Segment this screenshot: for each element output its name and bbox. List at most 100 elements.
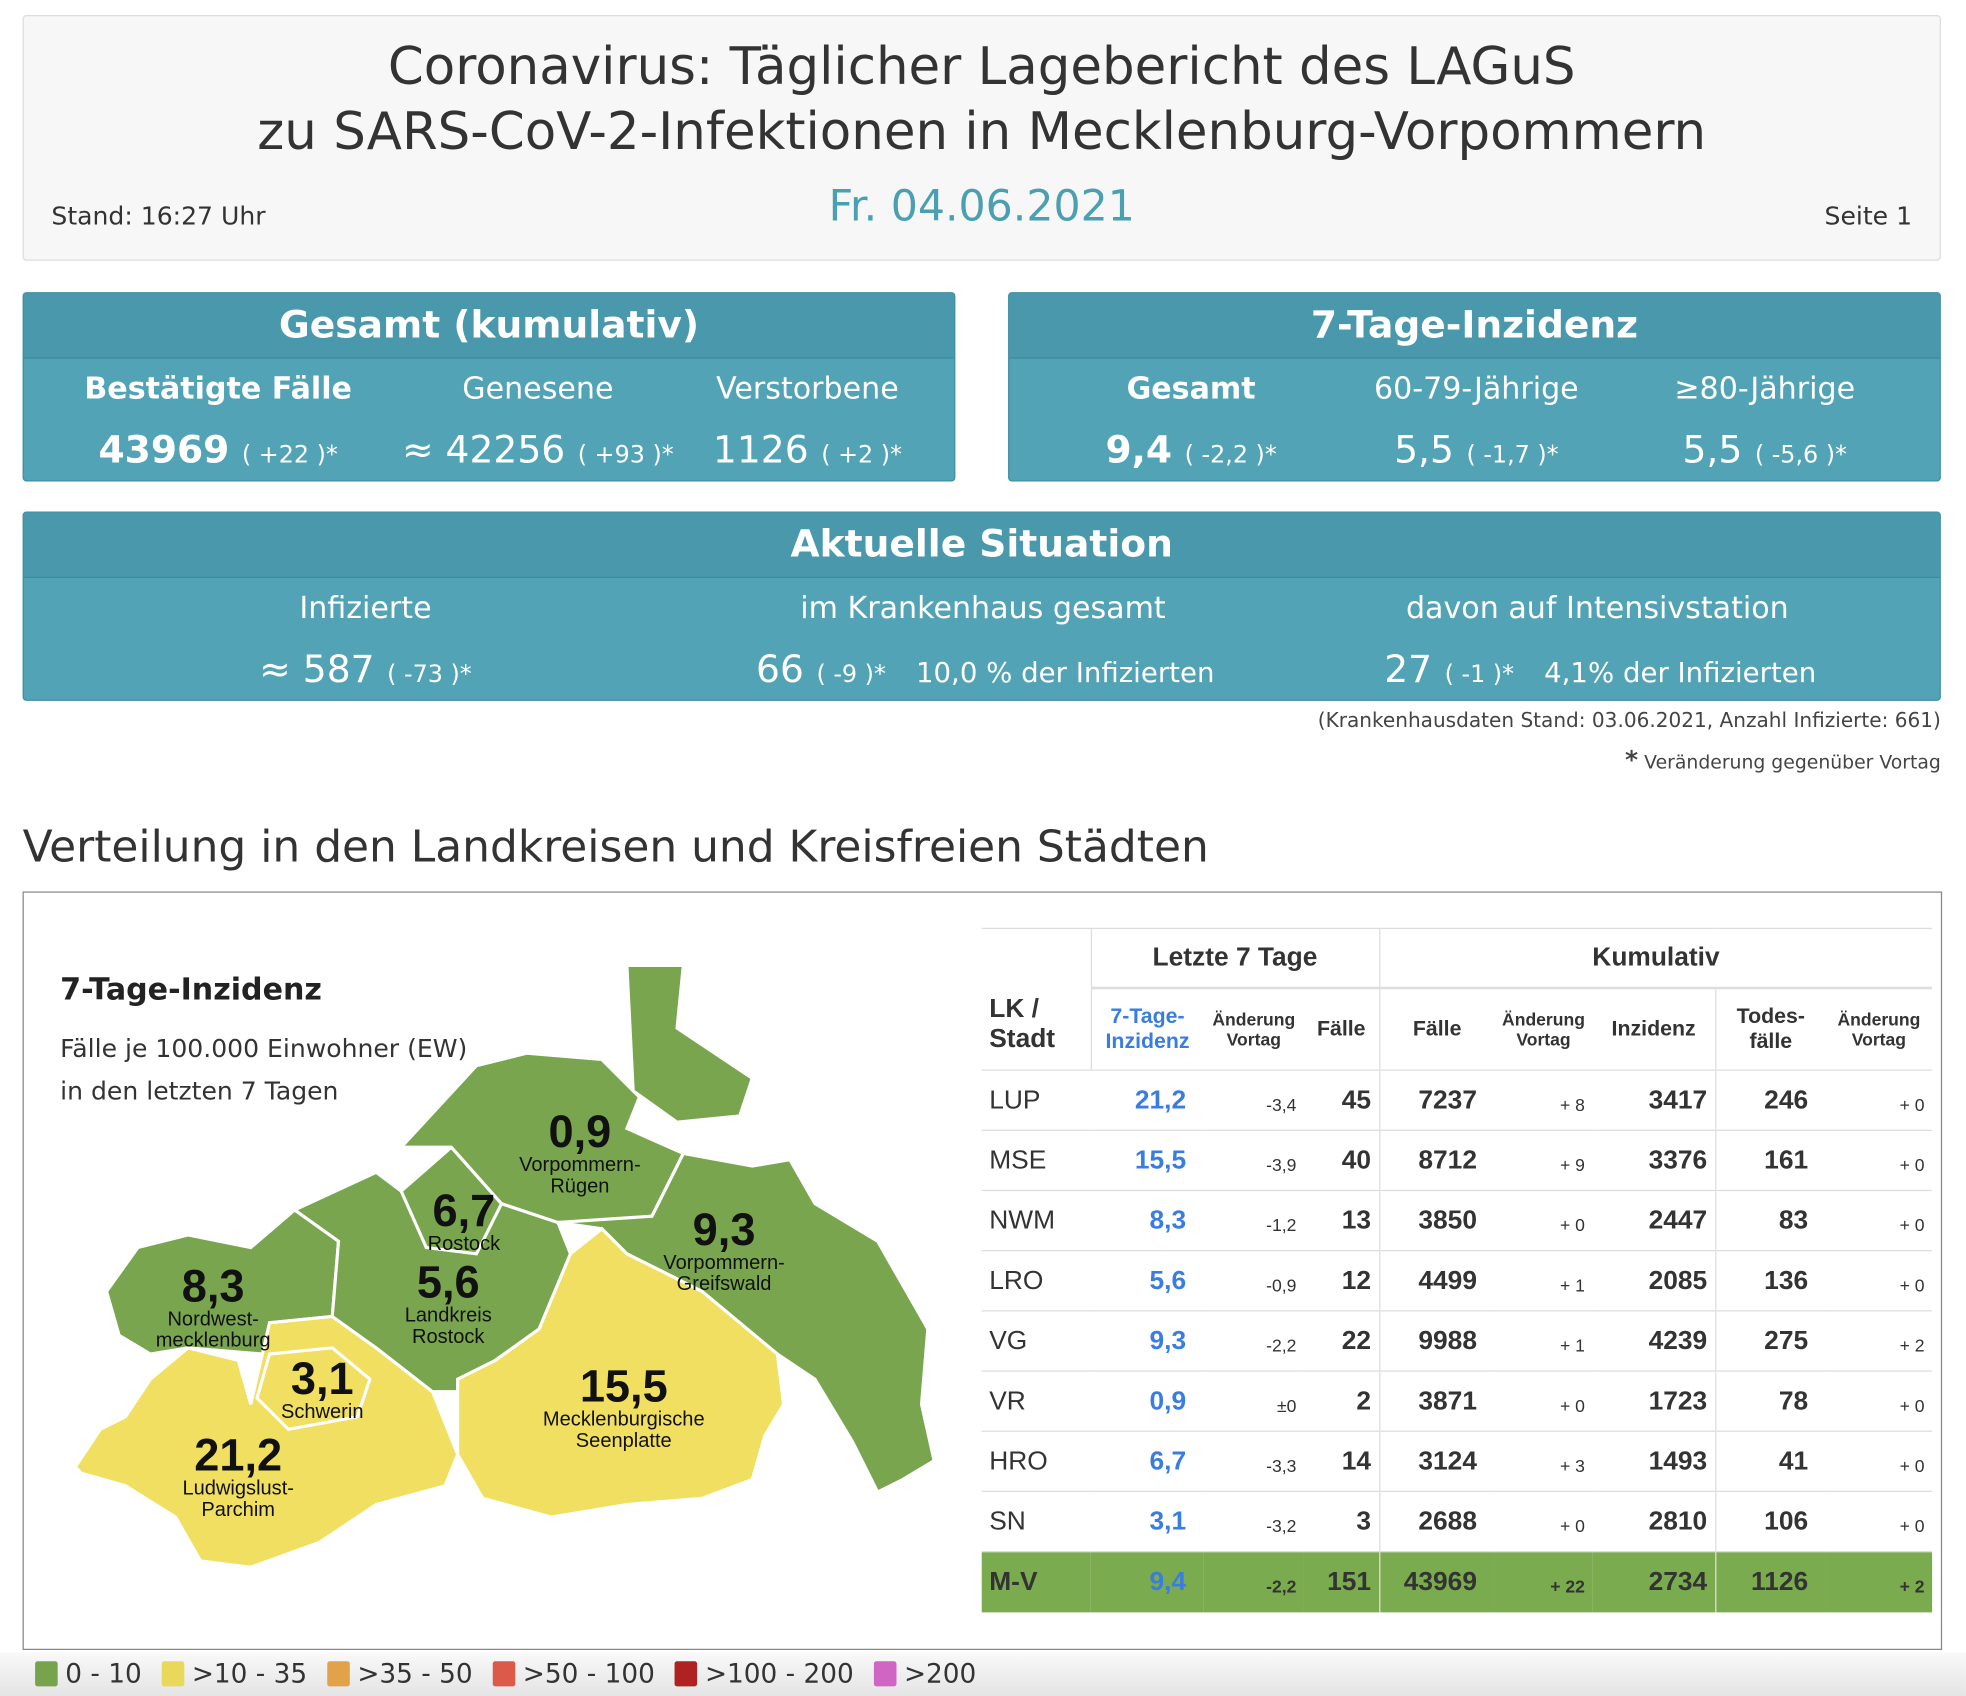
stat-label: Infizierte xyxy=(299,590,432,626)
map-label-hro: 6,7 Rostock xyxy=(427,1184,501,1256)
legend-swatch xyxy=(161,1661,185,1687)
cell-kum-aenderung: + 1 xyxy=(1494,1310,1593,1372)
cell-kum-faelle: 3871 xyxy=(1378,1370,1495,1432)
stat-value: 43969( +22 )* xyxy=(98,428,338,473)
legend-label: >200 xyxy=(903,1658,977,1689)
legend-item: 0 - 10 xyxy=(35,1659,142,1689)
legend-label: >50 - 100 xyxy=(522,1658,655,1689)
cell-kum-aenderung: + 1 xyxy=(1494,1250,1593,1311)
cell-kum-faelle: 3124 xyxy=(1378,1430,1495,1492)
cell-tod-aenderung: + 0 xyxy=(1825,1490,1933,1552)
change-note: * Veränderung gegenüber Vortag xyxy=(1625,744,1941,775)
cell-inzidenz: 5,6 xyxy=(1090,1250,1204,1311)
stat-label: 60-79-Jährige xyxy=(1373,371,1579,407)
cell-district: VR xyxy=(981,1370,1091,1432)
cell-inzidenz: 9,3 xyxy=(1090,1310,1204,1372)
stat-value: 5,5( -1,7 )* xyxy=(1394,428,1559,473)
map-region-sn xyxy=(255,1346,372,1432)
header-kum-inzidenz: Inzidenz xyxy=(1592,986,1716,1071)
hospital-note: (Krankenhausdaten Stand: 03.06.2021, Anz… xyxy=(1317,708,1941,733)
cell-inzidenz: 0,9 xyxy=(1090,1370,1204,1432)
cell-aenderung: -3,2 xyxy=(1203,1490,1304,1552)
cell-kum-inzidenz: 3376 xyxy=(1592,1129,1716,1191)
cell-todesfaelle: 78 xyxy=(1714,1370,1826,1432)
legend-item: >100 - 200 xyxy=(674,1658,854,1689)
cell-aenderung: -3,3 xyxy=(1203,1430,1304,1492)
cell-todesfaelle: 246 xyxy=(1714,1069,1826,1131)
cell-kum-inzidenz: 2447 xyxy=(1592,1189,1716,1251)
cell-inzidenz: 6,7 xyxy=(1090,1430,1204,1492)
table-row: NWM 8,3 -1,2 13 3850 + 0 2447 83 + 0 xyxy=(981,1189,1933,1251)
table-row: VG 9,3 -2,2 22 9988 + 1 4239 275 + 2 xyxy=(981,1310,1933,1372)
header-kum-faelle: Fälle xyxy=(1378,986,1495,1071)
cell-kum-inzidenz: 2810 xyxy=(1592,1490,1716,1552)
cell-kum-aenderung: + 8 xyxy=(1494,1069,1593,1131)
table-row: MSE 15,5 -3,9 40 8712 + 9 3376 161 + 0 xyxy=(981,1129,1933,1191)
legend-item: >35 - 50 xyxy=(327,1659,473,1689)
header-7-tage-inzidenz: 7-Tage- Inzidenz xyxy=(1090,986,1204,1071)
stat-value: ≈ 587( -73 )* xyxy=(259,648,472,693)
cell-inzidenz: 9,4 xyxy=(1090,1550,1204,1612)
stat-label: Verstorbene xyxy=(716,371,899,407)
cell-tod-aenderung: + 0 xyxy=(1825,1129,1933,1191)
cell-district: MSE xyxy=(981,1129,1091,1191)
table-row: LRO 5,6 -0,9 12 4499 + 1 2085 136 + 0 xyxy=(981,1250,1933,1311)
cell-aenderung: ±0 xyxy=(1203,1370,1304,1432)
stat-value: 27( -1 )* 4,1% der Infizierten xyxy=(1384,648,1817,693)
cell-faelle: 151 xyxy=(1303,1550,1380,1612)
cell-tod-aenderung: + 2 xyxy=(1825,1310,1933,1372)
cell-aenderung: -3,9 xyxy=(1203,1129,1304,1191)
cell-kum-faelle: 3850 xyxy=(1378,1189,1495,1251)
header-lk-stadt: LK / Stadt xyxy=(981,927,1091,1071)
map-region-hro xyxy=(399,1145,504,1256)
legend-label: >100 - 200 xyxy=(704,1658,854,1689)
cell-aenderung: -0,9 xyxy=(1203,1250,1304,1311)
cell-tod-aenderung: + 0 xyxy=(1825,1250,1933,1311)
cell-kum-inzidenz: 1723 xyxy=(1592,1370,1716,1432)
cell-todesfaelle: 41 xyxy=(1714,1430,1826,1492)
cell-tod-aenderung: + 0 xyxy=(1825,1069,1933,1131)
legend-label: >10 - 35 xyxy=(191,1658,308,1689)
table-row: LUP 21,2 -3,4 45 7237 + 8 3417 246 + 0 xyxy=(981,1069,1933,1131)
cell-inzidenz: 3,1 xyxy=(1090,1490,1204,1552)
map-subtitle-1: Fälle je 100.000 Einwohner (EW) xyxy=(60,1033,468,1064)
cell-kum-faelle: 9988 xyxy=(1378,1310,1495,1372)
cell-kum-faelle: 8712 xyxy=(1378,1129,1495,1191)
cell-aenderung: -2,2 xyxy=(1203,1310,1304,1372)
map-region-mse xyxy=(456,1226,786,1519)
table-row: VR 0,9 ±0 2 3871 + 0 1723 78 + 0 xyxy=(981,1370,1933,1432)
cell-tod-aenderung: + 0 xyxy=(1825,1189,1933,1251)
header-tod-aenderung: Änderung Vortag xyxy=(1825,986,1933,1071)
panel-title: Aktuelle Situation xyxy=(23,512,1940,579)
cell-faelle: 14 xyxy=(1303,1430,1380,1492)
legend-label: 0 - 10 xyxy=(65,1658,142,1689)
cell-kum-aenderung: + 0 xyxy=(1494,1189,1593,1251)
stat-label: davon auf Intensivstation xyxy=(1405,590,1789,626)
inzidenz-panel: 7-Tage-Inzidenz Gesamt 9,4( -2,2 )* 60-7… xyxy=(1008,292,1941,482)
cell-district: HRO xyxy=(981,1430,1091,1492)
title-line-2: zu SARS-CoV-2-Infektionen in Mecklenburg… xyxy=(257,101,1707,162)
cell-district: LRO xyxy=(981,1250,1091,1311)
cell-district: VG xyxy=(981,1310,1091,1372)
legend-swatch xyxy=(327,1661,350,1687)
cell-kum-inzidenz: 4239 xyxy=(1592,1310,1716,1372)
stat-label: Genesene xyxy=(462,371,614,407)
cell-faelle: 40 xyxy=(1303,1129,1380,1191)
title-line-1: Coronavirus: Täglicher Lagebericht des L… xyxy=(387,36,1576,97)
cell-faelle: 3 xyxy=(1303,1490,1380,1552)
stat-value: 9,4( -2,2 )* xyxy=(1105,428,1277,473)
legend-swatch xyxy=(492,1661,516,1687)
cell-district: SN xyxy=(981,1490,1091,1552)
stand-time: Stand: 16:27 Uhr xyxy=(51,200,266,231)
cell-kum-aenderung: + 0 xyxy=(1494,1490,1593,1552)
legend: 0 - 10 >10 - 35 >35 - 50 >50 - 100 >100 - 20… xyxy=(0,1652,1966,1696)
map-subtitle-2: in den letzten 7 Tagen xyxy=(60,1075,339,1106)
cell-kum-aenderung: + 3 xyxy=(1494,1430,1593,1492)
cell-todesfaelle: 275 xyxy=(1714,1310,1826,1372)
header-letzte-7-tage: Letzte 7 Tage xyxy=(1090,927,1380,988)
cell-tod-aenderung: + 0 xyxy=(1825,1370,1933,1432)
cell-inzidenz: 15,5 xyxy=(1090,1129,1204,1191)
stat-label: Bestätigte Fälle xyxy=(84,371,352,407)
map-label-mse: 15,5 Mecklenburgische Seenplatte xyxy=(542,1360,705,1452)
distribution-box xyxy=(22,891,1943,1651)
